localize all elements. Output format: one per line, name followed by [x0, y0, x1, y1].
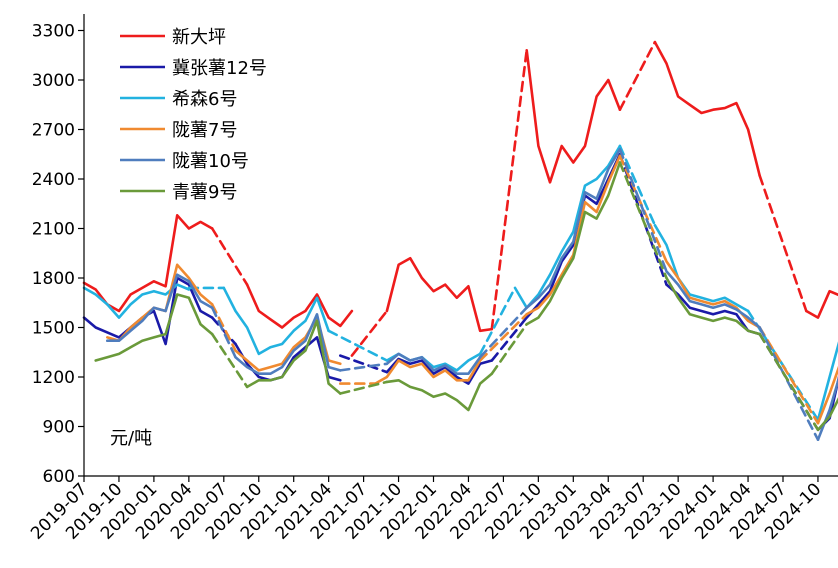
series-2-segment-5-dashed — [478, 286, 517, 356]
series-3-segment-10 — [816, 365, 838, 425]
series-1-segment-1-dashed — [210, 316, 237, 346]
series-1-segment-5-dashed — [490, 316, 529, 362]
series-5-segment-0 — [94, 293, 214, 362]
series-4 — [106, 148, 838, 442]
y-tick-label-8: 3000 — [32, 71, 75, 91]
series-5-segment-6 — [525, 161, 622, 326]
series-2-segment-3-dashed — [327, 329, 389, 362]
series-4-segment-0 — [106, 273, 214, 343]
series-layer — [82, 40, 838, 442]
series-3-segment-7-dashed — [618, 154, 668, 263]
series-4-segment-4 — [385, 352, 482, 376]
y-tick-label-9: 3300 — [32, 22, 75, 42]
y-tick-label-7: 2700 — [32, 121, 75, 141]
legend-label-3: 陇薯7号 — [172, 120, 237, 141]
series-1-segment-6 — [525, 153, 622, 319]
series-4-segment-10 — [816, 376, 838, 442]
y-tick-label-1: 900 — [43, 418, 75, 438]
series-4-segment-2 — [234, 312, 342, 376]
series-0-segment-2 — [245, 283, 354, 329]
series-1-segment-3-dashed — [338, 354, 389, 374]
series-4-segment-9-dashed — [758, 326, 820, 442]
series-5 — [94, 161, 838, 432]
legend-label-1: 冀张薯12号 — [172, 58, 267, 79]
series-0-segment-5-dashed — [490, 48, 529, 331]
y-tick-label-0: 600 — [43, 467, 75, 487]
series-5-segment-9-dashed — [758, 332, 820, 432]
series-0-segment-10 — [804, 289, 838, 319]
legend-label-5: 青薯9号 — [172, 182, 237, 203]
series-2-segment-10 — [816, 341, 838, 422]
series-5-segment-2 — [245, 319, 342, 395]
series-4-segment-6 — [525, 148, 622, 310]
y-tick-label-5: 2100 — [32, 220, 75, 240]
series-0-segment-6 — [525, 48, 622, 184]
y-tick-label-2: 1200 — [32, 368, 75, 388]
series-2-segment-7-dashed — [618, 144, 657, 227]
series-0-segment-9-dashed — [758, 174, 808, 313]
series-3-segment-1-dashed — [210, 303, 237, 352]
series-3-segment-5-dashed — [478, 312, 529, 362]
series-0-segment-4 — [385, 256, 494, 333]
series-0-segment-1-dashed — [210, 227, 249, 286]
series-5-segment-4 — [385, 372, 494, 412]
series-1-segment-8 — [665, 283, 762, 336]
series-5-segment-8 — [665, 276, 762, 336]
series-2-segment-2 — [222, 286, 330, 356]
y-tick-label-4: 1800 — [32, 269, 75, 289]
series-4-segment-3-dashed — [338, 362, 389, 372]
series-0-segment-7-dashed — [618, 40, 657, 111]
series-5-segment-7-dashed — [618, 161, 668, 280]
series-4-segment-7-dashed — [618, 148, 668, 273]
y-tick-label-3: 1500 — [32, 319, 75, 339]
legend-label-2: 希森6号 — [172, 89, 237, 110]
series-4-segment-1-dashed — [210, 306, 237, 359]
series-4-segment-8 — [665, 270, 762, 329]
series-5-segment-1-dashed — [210, 332, 249, 389]
legend-label-4: 陇薯10号 — [172, 151, 249, 172]
series-0-segment-3-dashed — [350, 309, 389, 357]
series-0 — [82, 40, 838, 357]
legend-label-0: 新大坪 — [172, 27, 226, 48]
series-3-segment-8 — [665, 260, 762, 329]
series-1-segment-4 — [385, 357, 494, 385]
series-4-segment-5-dashed — [478, 306, 529, 359]
series-3-segment-4 — [373, 359, 482, 385]
series-0-segment-8 — [653, 40, 762, 177]
y-tick-label-6: 2400 — [32, 170, 75, 190]
series-5-segment-5-dashed — [490, 322, 529, 376]
series-2-segment-8 — [653, 223, 750, 313]
series-5-segment-3-dashed — [338, 380, 389, 395]
y-unit-label: 元/吨 — [110, 428, 152, 449]
series-5-segment-10 — [816, 397, 838, 432]
